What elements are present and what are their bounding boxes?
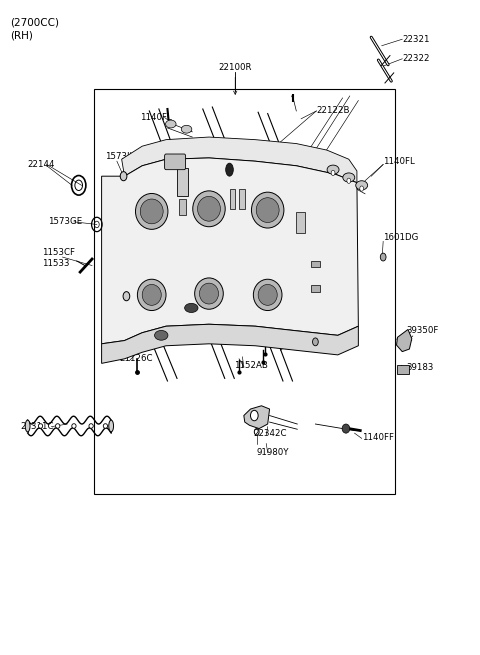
Text: 22100R: 22100R xyxy=(218,64,252,73)
Ellipse shape xyxy=(137,279,166,310)
Text: 22125B: 22125B xyxy=(314,276,348,285)
Ellipse shape xyxy=(25,420,30,432)
Ellipse shape xyxy=(251,410,258,421)
Ellipse shape xyxy=(181,125,192,133)
Ellipse shape xyxy=(123,291,130,301)
Text: 1151CB: 1151CB xyxy=(277,320,311,329)
Text: 1140FL: 1140FL xyxy=(140,113,171,122)
Ellipse shape xyxy=(193,191,225,227)
Text: 22129: 22129 xyxy=(223,159,251,168)
Text: 11533: 11533 xyxy=(42,259,70,268)
Ellipse shape xyxy=(103,424,108,428)
Ellipse shape xyxy=(343,173,355,182)
Text: 39183: 39183 xyxy=(406,364,433,373)
Text: 22125A: 22125A xyxy=(311,253,344,261)
Text: 22321: 22321 xyxy=(402,35,430,44)
Polygon shape xyxy=(396,329,412,352)
Text: 22122B: 22122B xyxy=(316,107,350,115)
Polygon shape xyxy=(102,158,359,344)
Text: 1573BG: 1573BG xyxy=(320,331,355,340)
Text: 21126C: 21126C xyxy=(120,354,153,364)
Bar xyxy=(95,90,395,494)
Text: 91980Y: 91980Y xyxy=(257,448,289,457)
Ellipse shape xyxy=(331,170,335,176)
Text: (2700CC)
(RH): (2700CC) (RH) xyxy=(10,18,59,41)
Text: 22135: 22135 xyxy=(142,187,169,196)
Ellipse shape xyxy=(199,283,218,304)
Text: 1153CF: 1153CF xyxy=(42,248,75,257)
Ellipse shape xyxy=(72,424,76,428)
Ellipse shape xyxy=(226,163,233,176)
Ellipse shape xyxy=(56,424,60,428)
Ellipse shape xyxy=(120,172,127,181)
Text: 22342C: 22342C xyxy=(253,428,287,438)
Text: 22322: 22322 xyxy=(402,54,430,64)
Text: 22114A: 22114A xyxy=(137,209,171,218)
Ellipse shape xyxy=(356,181,368,190)
Bar xyxy=(311,285,320,291)
Ellipse shape xyxy=(166,120,176,128)
Bar xyxy=(177,168,188,196)
Ellipse shape xyxy=(360,186,364,191)
Polygon shape xyxy=(121,137,357,183)
Text: 1152AB: 1152AB xyxy=(277,331,311,340)
Ellipse shape xyxy=(142,284,161,305)
Bar xyxy=(311,261,320,267)
Ellipse shape xyxy=(185,303,198,312)
Ellipse shape xyxy=(195,278,223,309)
Bar xyxy=(296,212,305,233)
Text: 22115: 22115 xyxy=(250,204,277,214)
Ellipse shape xyxy=(109,420,114,432)
Bar xyxy=(397,365,409,375)
Text: 39350F: 39350F xyxy=(406,326,438,335)
Ellipse shape xyxy=(258,284,277,305)
Text: 1601DG: 1601DG xyxy=(383,233,419,242)
Ellipse shape xyxy=(89,424,93,428)
Text: 22311C: 22311C xyxy=(21,422,54,431)
Ellipse shape xyxy=(380,253,386,261)
Ellipse shape xyxy=(198,196,220,221)
Ellipse shape xyxy=(140,199,163,224)
Polygon shape xyxy=(244,405,270,428)
Text: 1140FF: 1140FF xyxy=(362,432,394,441)
Text: 1152AB: 1152AB xyxy=(234,361,268,370)
Ellipse shape xyxy=(327,165,339,174)
Ellipse shape xyxy=(155,330,168,340)
Ellipse shape xyxy=(347,178,351,183)
Text: 1573GE: 1573GE xyxy=(48,217,83,227)
Ellipse shape xyxy=(256,198,279,223)
Text: 22144: 22144 xyxy=(28,160,55,169)
Ellipse shape xyxy=(252,192,284,228)
Text: 22113A: 22113A xyxy=(209,303,242,312)
Ellipse shape xyxy=(253,279,282,310)
Bar xyxy=(229,189,235,209)
FancyBboxPatch shape xyxy=(165,154,186,170)
Text: 1140FL: 1140FL xyxy=(383,157,415,166)
Bar xyxy=(179,199,186,215)
Text: 22112A: 22112A xyxy=(144,331,177,340)
Text: 1573JE: 1573JE xyxy=(109,278,139,288)
Ellipse shape xyxy=(38,424,43,428)
Ellipse shape xyxy=(342,424,350,433)
Bar xyxy=(239,189,245,209)
Text: 1573JK: 1573JK xyxy=(106,152,135,161)
Ellipse shape xyxy=(135,193,168,229)
Text: 22133: 22133 xyxy=(307,231,334,239)
Ellipse shape xyxy=(312,338,318,346)
Polygon shape xyxy=(102,324,359,364)
Text: 22124B: 22124B xyxy=(154,152,188,161)
